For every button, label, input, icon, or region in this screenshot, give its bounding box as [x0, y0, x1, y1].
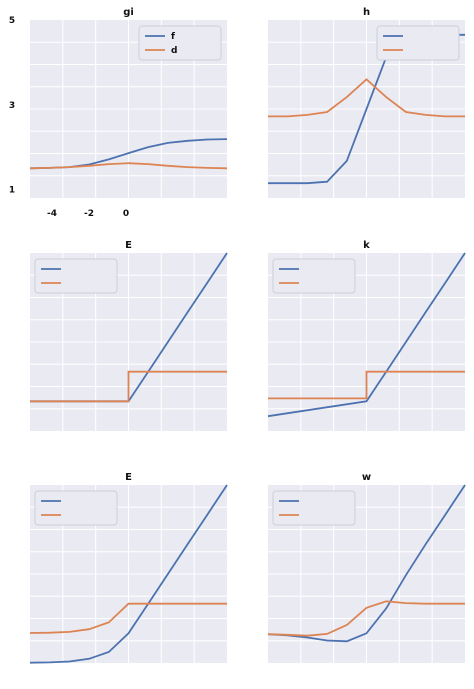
- subplot-5: E: [29, 472, 228, 664]
- subplot-title: w: [362, 472, 371, 483]
- subplot-title: h: [363, 7, 370, 18]
- legend-box: [272, 258, 356, 294]
- legend-box: [34, 258, 118, 294]
- series-line-2: [268, 370, 465, 400]
- subplot-title: gi: [123, 7, 134, 18]
- y-tick-label: 5: [9, 16, 15, 26]
- series-line-2: [29, 602, 227, 634]
- subplot-3: E: [30, 240, 228, 431]
- y-tick-label: 1: [9, 186, 15, 196]
- legend-label: f: [171, 32, 175, 42]
- legend-box: [272, 490, 356, 526]
- subplot-title: k: [363, 240, 370, 251]
- subplot-title: E: [125, 240, 132, 251]
- series-line-2: [268, 78, 465, 118]
- subplot-4: k: [267, 240, 466, 431]
- series-line-1: [29, 484, 228, 664]
- subplot-6: w: [267, 472, 466, 663]
- legend-box: [376, 25, 460, 61]
- series-line-1: [267, 484, 466, 643]
- series-line-2: [30, 370, 227, 403]
- subplot-title: E: [125, 472, 132, 483]
- legend-label: d: [171, 46, 177, 56]
- x-tick-label: -2: [84, 209, 94, 219]
- x-tick-label: 0: [123, 209, 129, 219]
- series-line-2: [29, 162, 228, 170]
- legend-box: [34, 490, 118, 526]
- x-tick-label: -4: [47, 209, 57, 219]
- series-line-2: [267, 600, 465, 637]
- subplot-1: gi 1 3 5 -4 -2 0 fd: [9, 7, 228, 219]
- subplot-2: h: [268, 7, 465, 198]
- y-tick-label: 3: [9, 101, 15, 111]
- legend-box: [138, 25, 222, 61]
- series-line-1: [267, 252, 466, 418]
